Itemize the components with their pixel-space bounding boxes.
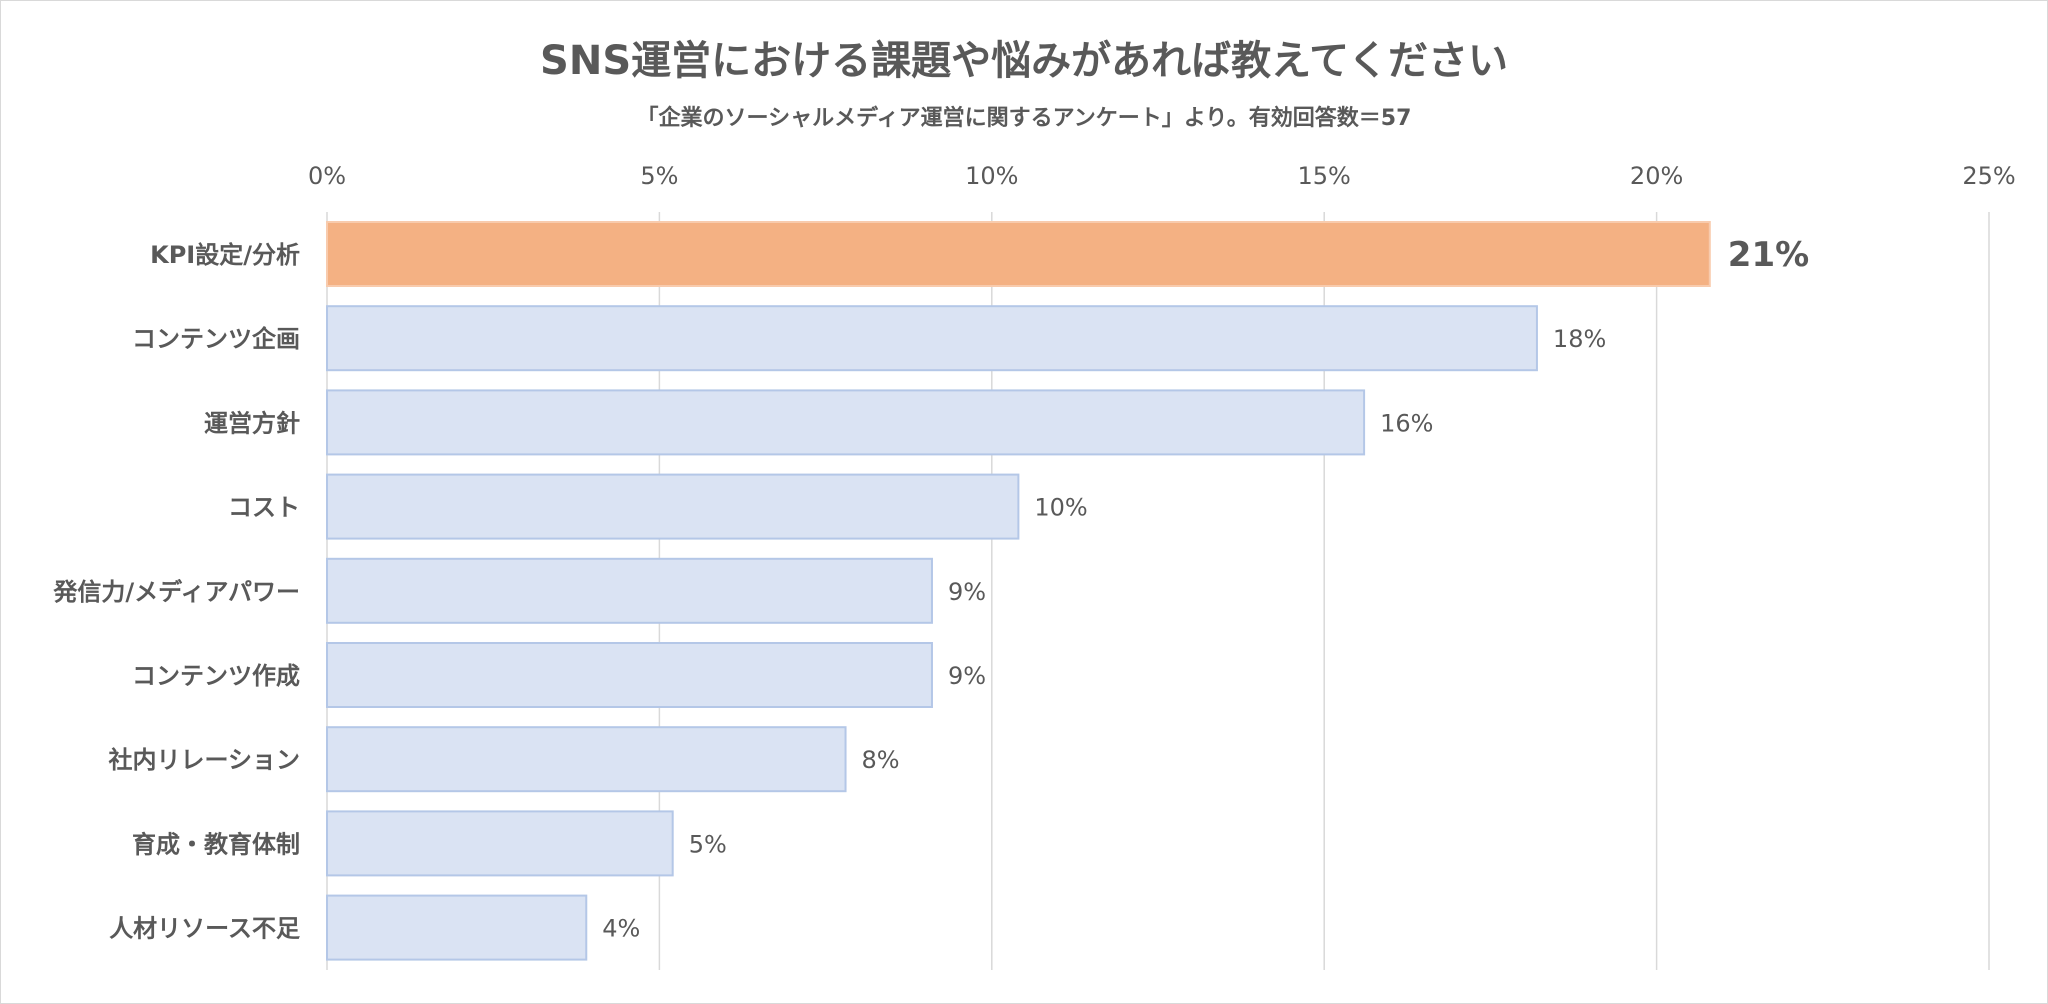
- category-label: KPI設定/分析: [150, 241, 300, 269]
- bar: [326, 726, 847, 793]
- x-tick-label: 5%: [640, 162, 678, 190]
- x-tick-label: 0%: [308, 162, 346, 190]
- bars: [326, 221, 1711, 961]
- category-label: 発信力/メディアパワー: [52, 578, 300, 606]
- category-labels: KPI設定/分析コンテンツ企画運営方針コスト発信力/メディアパワーコンテンツ作成…: [52, 241, 300, 943]
- chart-title: SNS運営における課題や悩みがあれば教えてください: [540, 38, 1508, 84]
- bar: [326, 473, 1020, 540]
- value-label: 5%: [689, 830, 727, 858]
- bar: [326, 389, 1366, 456]
- value-label: 4%: [602, 915, 640, 943]
- value-label: 21%: [1728, 235, 1809, 275]
- x-axis-ticks: 0% 5% 10% 15% 20% 25%: [308, 162, 2016, 190]
- value-label: 8%: [862, 746, 900, 774]
- bar: [326, 557, 933, 624]
- x-tick-label: 10%: [965, 162, 1018, 190]
- value-labels: 21% 18% 16% 10% 9% 9% 8% 5% 4%: [602, 235, 1809, 943]
- bar: [326, 305, 1538, 372]
- bar: [326, 642, 933, 708]
- value-label: 18%: [1553, 325, 1606, 353]
- value-label: 10%: [1034, 494, 1087, 522]
- bar: [326, 810, 674, 877]
- category-label: 運営方針: [204, 409, 300, 437]
- bar: [326, 221, 1711, 287]
- value-label: 9%: [948, 662, 986, 690]
- category-label: コンテンツ企画: [132, 325, 300, 353]
- x-tick-label: 25%: [1962, 162, 2015, 190]
- value-label: 9%: [948, 578, 986, 606]
- category-label: コンテンツ作成: [132, 662, 300, 690]
- value-label: 16%: [1380, 409, 1433, 437]
- bar: [326, 894, 588, 961]
- category-label: 人材リソース不足: [109, 915, 300, 943]
- x-tick-label: 15%: [1298, 162, 1351, 190]
- x-tick-label: 20%: [1630, 162, 1683, 190]
- category-label: 育成・教育体制: [132, 830, 300, 858]
- category-label: 社内リレーション: [108, 746, 300, 774]
- chart-subtitle: 「企業のソーシャルメディア運営に関するアンケート」より。有効回答数＝57: [636, 106, 1412, 131]
- category-label: コスト: [228, 494, 300, 522]
